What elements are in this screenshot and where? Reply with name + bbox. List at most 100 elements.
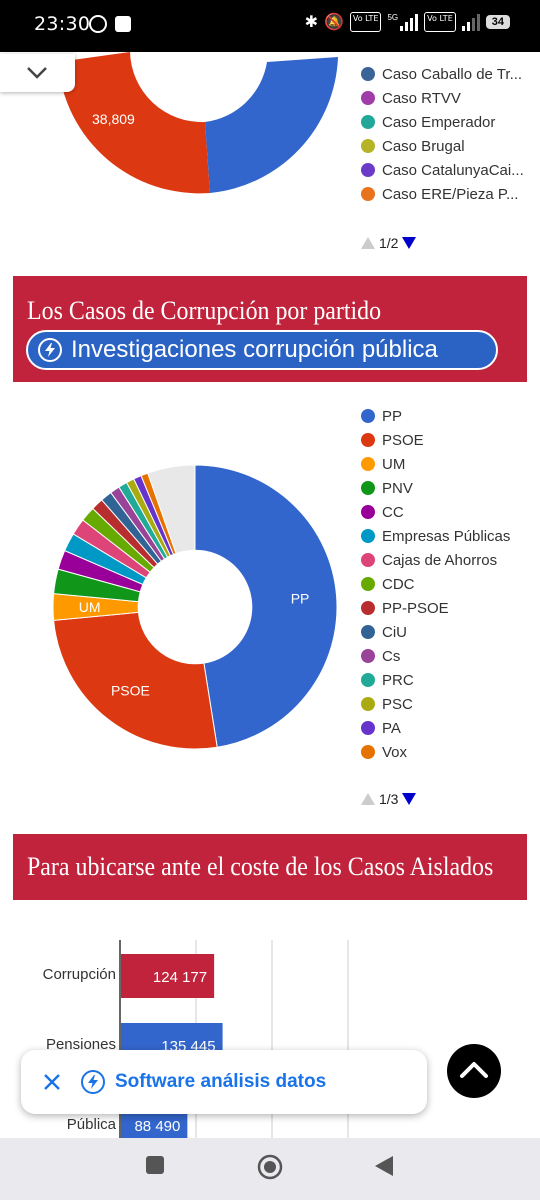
legend-label: PSOE [382,431,424,449]
legend-swatch [361,601,375,615]
legend-item[interactable]: UM [361,452,510,476]
back-icon [375,1156,393,1176]
clock: 23:30 [34,13,91,35]
legend-swatch [361,745,375,759]
legend-item[interactable]: PSOE [361,428,510,452]
legend-item[interactable]: CDC [361,572,510,596]
snackbar-link[interactable]: Software análisis datos [115,1071,327,1092]
legend-swatch [361,649,375,663]
legend-item[interactable]: PRC [361,668,510,692]
legend-label: PSC [382,695,413,713]
legend-label: CiU [382,623,407,641]
legend-item[interactable]: Caso RTVV [361,86,524,110]
legend-swatch [361,163,375,177]
scroll-top-button[interactable] [447,1044,501,1098]
recents-button[interactable] [146,1156,164,1179]
donut-slice-pp[interactable] [194,464,338,748]
donut-slice-others[interactable] [147,464,196,555]
donut-slice-label: PP [291,591,310,607]
legend-item[interactable]: PSC [361,692,510,716]
legend-swatch [361,697,375,711]
close-snackbar-button[interactable] [21,1050,81,1114]
legend-swatch [361,139,375,153]
bar-category-label: Pública [67,1116,117,1133]
legend-item[interactable]: PP [361,404,510,428]
chevron-up-icon [460,1062,488,1078]
pager-text: 1/2 [379,235,399,251]
legend-swatch [361,673,375,687]
legend-item[interactable]: Cajas de Ahorros [361,548,510,572]
cases-donut-chart: 38,809 [58,52,338,194]
notification-app-icon [115,16,131,32]
legend-item[interactable]: Vox [361,740,510,764]
legend-swatch [361,577,375,591]
snackbar: Software análisis datos [21,1050,427,1114]
legend-label: Caso RTVV [382,89,461,107]
donut1-red-slice [58,52,210,194]
legend-item[interactable]: Caso Brugal [361,134,524,158]
legend-item[interactable]: Caso Emperador [361,110,524,134]
parties-pager[interactable]: 1/3 [361,791,417,807]
legend-label: Caso CatalunyaCai... [382,161,524,179]
legend-item[interactable]: PA [361,716,510,740]
volte-icon-2: Vo LTE [424,12,456,32]
legend-swatch [361,625,375,639]
legend-swatch [361,529,375,543]
legend-item[interactable]: Caso ERE/Pieza P... [361,182,524,206]
legend-label: PA [382,719,401,737]
legend-label: CDC [382,575,415,593]
signal-icon [461,13,480,31]
pager-up-icon[interactable] [361,793,375,805]
investigaciones-link-button[interactable]: Investigaciones corrupción pública [26,330,498,370]
home-button[interactable] [257,1154,283,1185]
legend-label: CC [382,503,404,521]
legend-label: UM [382,455,406,473]
legend-label: PP-PSOE [382,599,449,617]
section-title: Los Casos de Corrupción por partido [27,296,382,325]
legend-label: Caso ERE/Pieza P... [382,185,519,203]
legend-item[interactable]: Caso CatalunyaCai... [361,158,524,182]
legend-label: Caso Brugal [382,137,465,155]
pager-text: 1/3 [379,791,399,807]
whatsapp-icon [89,15,107,33]
legend-label: Cs [382,647,401,665]
parties-donut-chart: PP PSOE UM [52,464,338,750]
donut-slice-label: PSOE [111,682,150,698]
legend-swatch [361,457,375,471]
legend-item[interactable]: PP-PSOE [361,596,510,620]
legend-item[interactable]: Cs [361,644,510,668]
legend-swatch [361,553,375,567]
legend-item[interactable]: PNV [361,476,510,500]
legend-swatch [361,433,375,447]
bolt-icon [38,338,62,362]
bar[interactable] [121,954,215,998]
back-button[interactable] [374,1155,394,1182]
pager-down-icon[interactable] [402,237,417,249]
section-banner-cost: Para ubicarse ante el coste de los Casos… [13,834,527,900]
pill-label: Investigaciones corrupción pública [71,336,438,363]
bar-value-label: 88 490 [134,1118,180,1135]
recents-icon [146,1156,164,1174]
legend-item[interactable]: Empresas Públicas [361,524,510,548]
section-banner-parties: Los Casos de Corrupción por partido Inve… [13,276,527,382]
cases-pager[interactable]: 1/2 [361,235,417,251]
collapse-button[interactable] [0,54,75,92]
donut1-value-label: 38,809 [92,111,135,127]
system-nav-bar [0,1138,540,1200]
status-bar: 23:30 ✱ 🔕 Vo LTE 5G Vo LTE 34 [0,0,540,52]
donut-slice-label: UM [79,599,101,615]
legend-swatch [361,67,375,81]
donut-slice-psoe[interactable] [53,611,218,750]
legend-swatch [361,187,375,201]
legend-label: Empresas Públicas [382,527,511,545]
legend-item[interactable]: Caso Caballo de Tr... [361,62,524,86]
legend-item[interactable]: CC [361,500,510,524]
legend-label: PP [382,407,403,425]
bolt-icon [81,1070,105,1094]
volte-icon: Vo LTE [349,12,382,32]
legend-item[interactable]: CiU [361,620,510,644]
pager-down-icon[interactable] [402,793,417,805]
pager-up-icon[interactable] [361,237,375,249]
legend-swatch [361,721,375,735]
